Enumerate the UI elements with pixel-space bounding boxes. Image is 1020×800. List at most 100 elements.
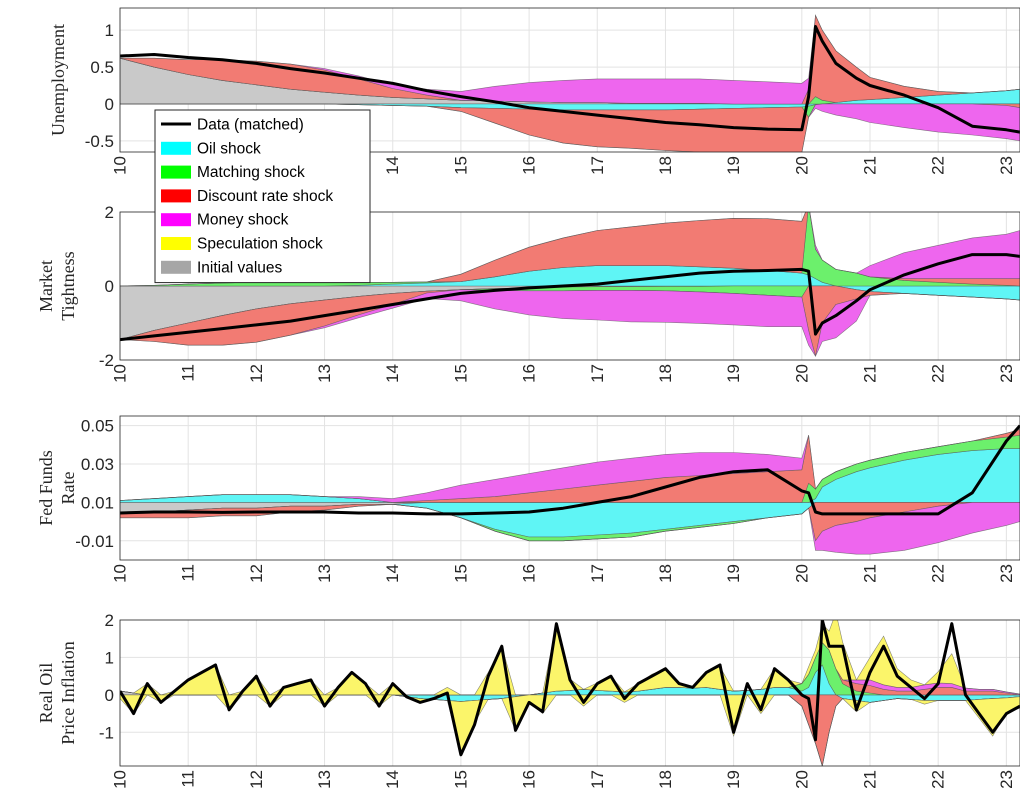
x-tick-label: 16 [520, 156, 539, 175]
x-tick-label: 18 [656, 770, 675, 789]
x-tick-label: 22 [929, 564, 948, 583]
x-tick-label: 15 [451, 156, 470, 175]
y-tick-label: -0.5 [85, 132, 114, 151]
x-tick-label: 16 [520, 564, 539, 583]
legend-swatch [161, 165, 191, 179]
series-line-data-matched [120, 620, 1020, 757]
x-tick-label: 12 [247, 364, 266, 383]
series-line-data-matched [120, 253, 1020, 342]
x-tick-label: 11 [179, 564, 198, 582]
x-tick-label: 12 [247, 564, 266, 583]
x-tick-label: 21 [861, 770, 880, 789]
x-tick-label: 15 [451, 564, 470, 583]
y-tick-label: 0 [105, 95, 114, 114]
x-tick-label: 11 [179, 770, 198, 788]
stacked-areas [120, 212, 1020, 357]
x-tick-label: 10 [111, 564, 130, 583]
x-tick-label: 12 [247, 770, 266, 789]
legend-swatch [161, 237, 191, 250]
x-tick-label: 16 [520, 770, 539, 789]
x-tick-label: 23 [997, 156, 1016, 175]
x-tick-label: 21 [861, 564, 880, 583]
x-tick-label: 20 [792, 364, 811, 383]
y-axis-label-line: Fed Funds [36, 450, 56, 526]
legend-item-initial-values: Initial values [161, 259, 283, 276]
panel-fed-funds-rate: -0.01 0.01 0.03 0.05 10 11 12 13 14 15 16 17 18 19 20 2… [36, 415, 1020, 583]
x-tick-label: 19 [724, 770, 743, 789]
legend-swatch [161, 141, 191, 155]
x-tick-label: 21 [861, 364, 880, 383]
y-tick-label: 0.5 [90, 58, 114, 77]
area-speculation-shock-neg [120, 694, 1020, 766]
x-tick-label: 11 [179, 364, 198, 382]
x-tick-label: 20 [792, 770, 811, 789]
legend: Data (matched) Oil shock Matching shock Dis… [154, 109, 371, 284]
x-tick-label: 15 [451, 770, 470, 789]
area-money-shock-pos [120, 429, 1020, 503]
x-tick-label: 23 [997, 364, 1016, 383]
axes-frame [119, 619, 1020, 767]
x-tick-label: 18 [656, 564, 675, 583]
legend-label: Oil shock [197, 140, 261, 157]
area-money-shock-pos [120, 14, 1020, 105]
area-money-shock-neg [120, 289, 1020, 357]
legend-item-matching-shock: Matching shock [161, 164, 305, 181]
stacked-areas [120, 429, 1020, 555]
area-money-shock-pos [120, 212, 1020, 287]
area-money-shock-neg [120, 103, 1020, 152]
x-tick-label: 10 [111, 364, 130, 383]
x-tick-label: 17 [588, 770, 607, 789]
x-tick-label: 22 [929, 770, 948, 789]
y-tick-label: -0.01 [75, 532, 114, 551]
legend-swatch [161, 189, 191, 203]
x-tick-label: 20 [792, 564, 811, 583]
area-money-shock-neg [120, 502, 1020, 555]
y-tick-label: -1 [99, 723, 114, 742]
x-tick-label: 21 [861, 156, 880, 175]
x-tick-label: 14 [383, 564, 402, 583]
x-tick-label: 23 [997, 564, 1016, 583]
y-axis-label: Real Oil Price Inflation [36, 641, 78, 744]
legend-label: Discount rate shock [197, 188, 333, 205]
x-tick-label: 23 [997, 770, 1016, 789]
legend-label: Data (matched) [197, 117, 304, 134]
x-tick-label: 18 [656, 364, 675, 383]
y-tick-label: 0 [105, 686, 114, 705]
legend-item-oil-shock: Oil shock [161, 140, 261, 157]
legend-item-money-shock: Money shock [161, 212, 289, 229]
x-tick-label: 17 [588, 564, 607, 583]
legend-label: Matching shock [197, 164, 305, 181]
y-tick-label: 2 [105, 203, 114, 222]
legend-item-speculation-shock: Speculation shock [161, 236, 323, 253]
legend-item-discount-rate-shock: Discount rate shock [161, 188, 333, 205]
y-tick-label: 0.01 [81, 493, 114, 512]
axes-frame [119, 211, 1020, 361]
series-line-data-matched [120, 25, 1020, 134]
y-tick-label: 0 [105, 277, 114, 296]
y-axis-label: Fed Funds Rate [36, 450, 78, 526]
y-axis-label-line: Market [36, 260, 56, 312]
x-tick-label: 10 [111, 770, 130, 789]
series-line-data-matched [120, 424, 1020, 516]
x-tick-label: 13 [315, 770, 334, 789]
legend-swatch [161, 213, 191, 227]
y-axis-label: Unemployment [48, 24, 68, 136]
axes-frame [119, 7, 1020, 153]
x-tick-label: 16 [520, 364, 539, 383]
y-axis-label-line: Price Inflation [58, 641, 78, 744]
legend-label: Speculation shock [197, 236, 323, 253]
legend-item-data-matched: Data (matched) [161, 117, 304, 134]
y-tick-label: 0.03 [81, 455, 114, 474]
y-tick-label: 1 [105, 21, 114, 40]
x-tick-label: 19 [724, 364, 743, 383]
x-tick-label: 17 [588, 364, 607, 383]
y-axis-label-line: Real Oil [36, 663, 56, 724]
x-tick-label: 14 [383, 156, 402, 175]
panel-market-tightness: -2 0 2 10 11 12 13 14 15 16 17 18 19 20 21 22 23 Market Ti… [36, 203, 1020, 383]
legend-swatch [161, 260, 191, 274]
y-tick-label: 1 [105, 648, 114, 667]
x-tick-label: 22 [929, 156, 948, 175]
axes-frame [119, 415, 1020, 561]
legend-label: Initial values [197, 259, 283, 276]
